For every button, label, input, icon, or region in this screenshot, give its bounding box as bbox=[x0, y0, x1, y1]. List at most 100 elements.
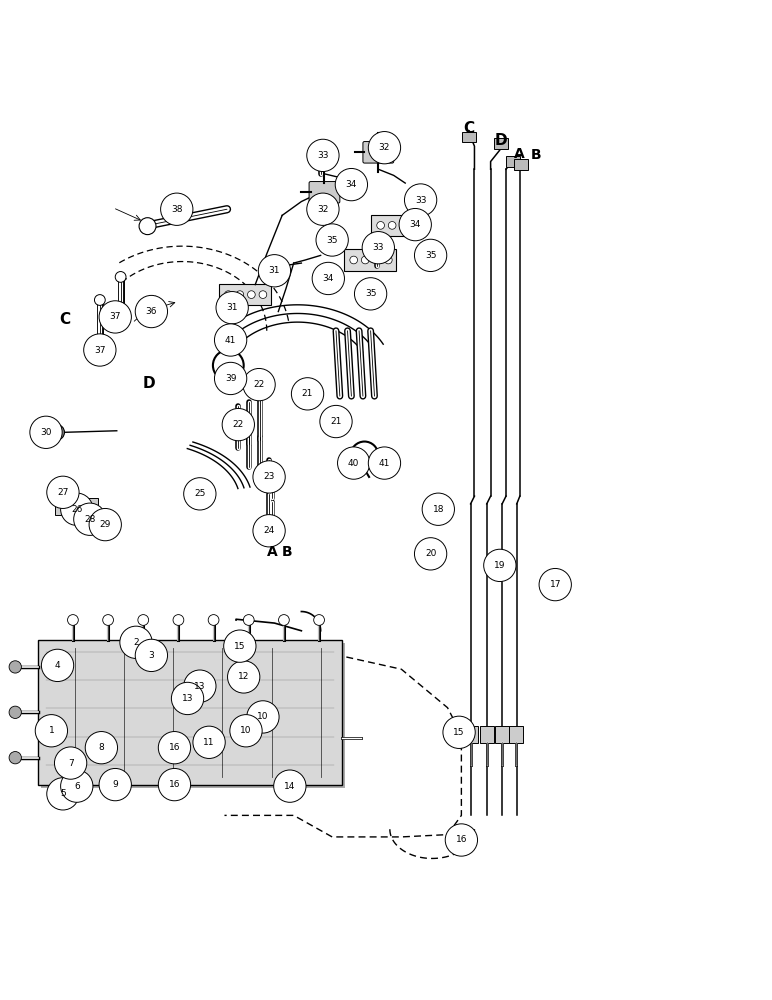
Bar bbox=[511, 728, 522, 741]
Circle shape bbox=[55, 747, 86, 779]
Text: 30: 30 bbox=[40, 428, 52, 437]
Circle shape bbox=[422, 493, 455, 525]
Circle shape bbox=[248, 291, 256, 298]
Circle shape bbox=[405, 184, 437, 216]
Bar bbox=[496, 728, 507, 741]
Bar bbox=[39, 640, 342, 785]
Text: 4: 4 bbox=[55, 661, 60, 670]
Circle shape bbox=[279, 615, 290, 625]
Circle shape bbox=[247, 701, 279, 733]
Text: 17: 17 bbox=[550, 580, 561, 589]
Bar bbox=[42, 643, 345, 788]
Circle shape bbox=[61, 493, 93, 525]
Circle shape bbox=[361, 256, 369, 264]
Circle shape bbox=[253, 515, 285, 547]
Circle shape bbox=[411, 222, 419, 229]
Circle shape bbox=[139, 218, 156, 235]
Circle shape bbox=[81, 504, 87, 510]
Text: 35: 35 bbox=[327, 236, 338, 245]
Text: 19: 19 bbox=[494, 561, 506, 570]
Circle shape bbox=[171, 682, 204, 715]
FancyBboxPatch shape bbox=[462, 132, 476, 142]
Circle shape bbox=[42, 649, 73, 682]
Circle shape bbox=[373, 256, 381, 264]
Text: 41: 41 bbox=[379, 459, 390, 468]
Circle shape bbox=[47, 476, 79, 508]
Circle shape bbox=[138, 615, 149, 625]
Text: 29: 29 bbox=[100, 520, 111, 529]
Circle shape bbox=[415, 239, 447, 272]
Text: 38: 38 bbox=[171, 205, 182, 214]
Circle shape bbox=[362, 232, 394, 264]
Text: B: B bbox=[530, 148, 541, 162]
Text: A: A bbox=[267, 545, 277, 559]
Circle shape bbox=[243, 615, 254, 625]
Text: 22: 22 bbox=[232, 420, 244, 429]
Text: 24: 24 bbox=[263, 526, 275, 535]
Circle shape bbox=[222, 408, 255, 441]
Circle shape bbox=[445, 824, 478, 856]
Text: 16: 16 bbox=[169, 743, 180, 752]
Text: 37: 37 bbox=[94, 346, 106, 355]
Circle shape bbox=[315, 141, 326, 152]
Circle shape bbox=[85, 732, 117, 764]
Text: 10: 10 bbox=[240, 726, 252, 735]
Text: 40: 40 bbox=[348, 459, 360, 468]
Text: 35: 35 bbox=[425, 251, 436, 260]
Circle shape bbox=[236, 291, 244, 298]
Circle shape bbox=[484, 549, 516, 582]
Circle shape bbox=[135, 295, 168, 328]
Circle shape bbox=[47, 778, 79, 810]
FancyBboxPatch shape bbox=[494, 138, 508, 149]
Circle shape bbox=[253, 461, 285, 493]
Text: 14: 14 bbox=[284, 782, 296, 791]
FancyBboxPatch shape bbox=[363, 142, 394, 163]
Text: D: D bbox=[143, 376, 155, 391]
Text: 2: 2 bbox=[134, 638, 139, 647]
Circle shape bbox=[158, 732, 191, 764]
Circle shape bbox=[9, 752, 22, 764]
Text: 13: 13 bbox=[194, 682, 205, 691]
Text: 10: 10 bbox=[257, 712, 269, 721]
Circle shape bbox=[89, 508, 121, 541]
Circle shape bbox=[135, 639, 168, 672]
Circle shape bbox=[415, 538, 447, 570]
Circle shape bbox=[337, 447, 370, 479]
Text: 11: 11 bbox=[203, 738, 215, 747]
Circle shape bbox=[384, 256, 392, 264]
Text: 23: 23 bbox=[263, 472, 275, 481]
Circle shape bbox=[368, 447, 401, 479]
Circle shape bbox=[94, 295, 105, 305]
Circle shape bbox=[62, 504, 67, 510]
Text: 21: 21 bbox=[330, 417, 342, 426]
Circle shape bbox=[184, 670, 216, 702]
Text: 18: 18 bbox=[432, 505, 444, 514]
Circle shape bbox=[228, 661, 260, 693]
Text: 25: 25 bbox=[195, 489, 205, 498]
Circle shape bbox=[120, 626, 152, 658]
Circle shape bbox=[161, 193, 193, 225]
Circle shape bbox=[323, 238, 337, 252]
Text: 26: 26 bbox=[71, 505, 83, 514]
Circle shape bbox=[371, 233, 382, 244]
Text: 32: 32 bbox=[379, 143, 390, 152]
Circle shape bbox=[313, 615, 324, 625]
Text: 28: 28 bbox=[84, 515, 96, 524]
Circle shape bbox=[193, 726, 225, 758]
Circle shape bbox=[9, 706, 22, 718]
Circle shape bbox=[49, 425, 65, 440]
Text: C: C bbox=[59, 312, 70, 327]
Text: 39: 39 bbox=[225, 374, 236, 383]
Bar bbox=[466, 728, 476, 741]
Text: 13: 13 bbox=[181, 694, 193, 703]
Circle shape bbox=[61, 770, 93, 802]
Circle shape bbox=[67, 615, 78, 625]
Text: 3: 3 bbox=[148, 651, 154, 660]
FancyBboxPatch shape bbox=[514, 159, 528, 170]
Circle shape bbox=[259, 255, 290, 287]
Text: 15: 15 bbox=[453, 728, 465, 737]
Text: 33: 33 bbox=[415, 196, 426, 205]
Circle shape bbox=[312, 262, 344, 295]
Circle shape bbox=[158, 768, 191, 801]
Circle shape bbox=[139, 302, 153, 316]
